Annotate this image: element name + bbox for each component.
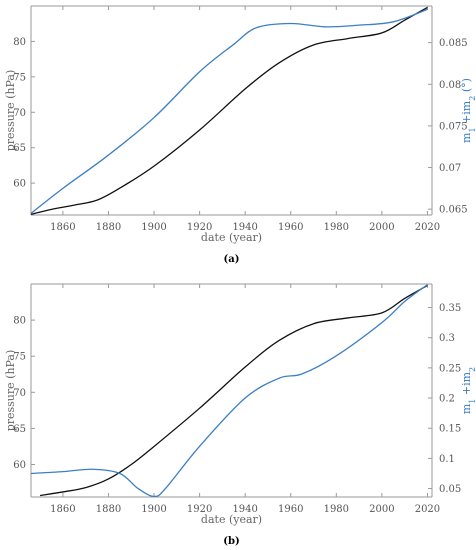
- x-tick-label: 1860: [50, 504, 75, 515]
- x-tick-label: 1880: [96, 222, 121, 233]
- y-right-tick-label: 0.1: [439, 454, 455, 465]
- x-tick-label: 1900: [141, 504, 166, 515]
- y-right-tick-label: 0.15: [439, 424, 461, 435]
- y-left-tick-label: 75: [13, 72, 26, 83]
- m1-im2-series-line: [30, 8, 428, 214]
- pressure-series-line: [40, 284, 428, 497]
- right-axis-label: m1 +im2: [460, 367, 476, 414]
- x-tick-label: 1920: [187, 504, 212, 515]
- x-tick-label: 1960: [278, 222, 303, 233]
- y-left-tick-label: 60: [13, 460, 26, 471]
- y-left-tick-label: 65: [13, 143, 26, 154]
- right-axis-label: m1 +im2 (°): [460, 78, 476, 143]
- y-left-tick-label: 70: [13, 388, 26, 399]
- y-right-tick-label: 0.085: [439, 38, 468, 49]
- y-right-tick-label: 0.35: [439, 303, 461, 314]
- x-axis-label: date (year): [201, 231, 262, 244]
- y-left-tick-label: 65: [13, 424, 26, 435]
- y-right-tick-label: 0.075: [439, 121, 468, 132]
- y-right-tick-label: 0.08: [439, 80, 461, 91]
- left-axis-label: pressure (hPa): [4, 350, 17, 432]
- panel-label: (b): [223, 536, 239, 547]
- y-left-tick-label: 60: [13, 179, 26, 190]
- x-tick-label: 2000: [369, 222, 394, 233]
- x-tick-label: 1980: [324, 504, 349, 515]
- y-left-tick-label: 75: [13, 352, 26, 363]
- x-tick-label: 2020: [415, 504, 440, 515]
- y-right-tick-label: 0.2: [439, 394, 455, 405]
- pressure-series-line: [30, 6, 428, 215]
- y-right-tick-label: 0.3: [439, 333, 455, 344]
- m1-im2-series-line: [30, 284, 428, 498]
- chart-panel-a: 1860 1880 1900 1920 1940 1960 1980 2000 2020 60 65…: [4, 5, 476, 265]
- x-tick-label: 1860: [50, 222, 75, 233]
- x-tick-label: 1980: [324, 222, 349, 233]
- y-right-tick-label: 0.07: [439, 163, 461, 174]
- x-tick-label: 2020: [415, 222, 440, 233]
- y-right-tick-label: 0.05: [439, 484, 461, 495]
- x-axis-label: date (year): [201, 513, 262, 526]
- x-tick-label: 1900: [141, 222, 166, 233]
- y-left-tick-label: 70: [13, 108, 26, 119]
- left-axis-label: pressure (hPa): [4, 70, 17, 152]
- x-tick-label: 1940: [232, 222, 257, 233]
- y-right-tick-label: 0.25: [439, 363, 461, 374]
- y-left-tick-label: 80: [13, 316, 26, 327]
- x-tick-label: 1940: [232, 504, 257, 515]
- x-tick-label: 1880: [96, 504, 121, 515]
- panel-label: (a): [224, 254, 240, 265]
- x-tick-label: 2000: [369, 504, 394, 515]
- x-tick-label: 1960: [278, 504, 303, 515]
- chart-panel-b: 1860 1880 1900 1920 1940 1960 1980 2000 2020 60 65…: [4, 283, 476, 547]
- y-right-tick-label: 0.065: [439, 205, 468, 216]
- y-left-tick-label: 80: [13, 37, 26, 48]
- x-tick-label: 1920: [187, 222, 212, 233]
